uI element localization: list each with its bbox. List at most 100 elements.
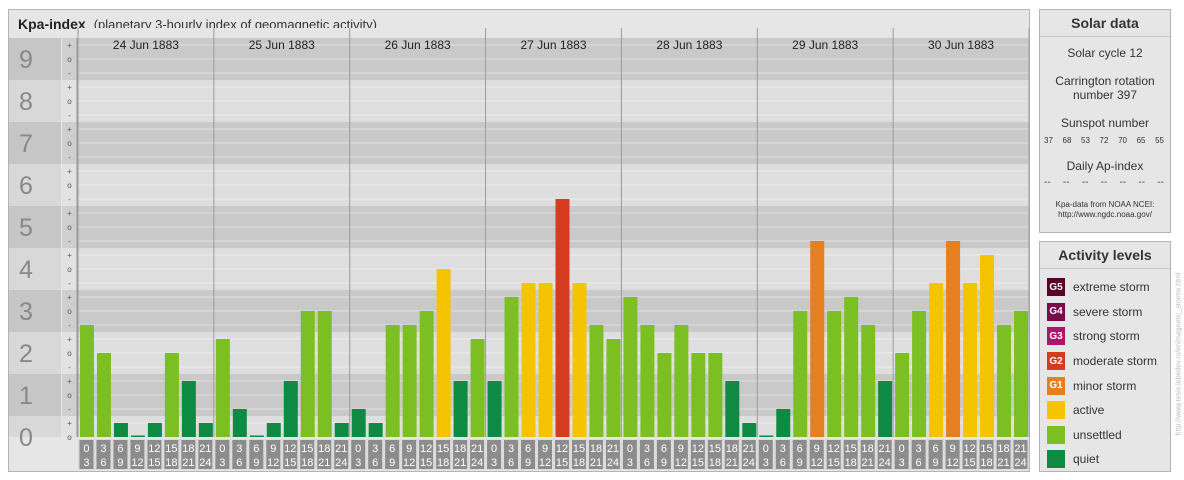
y-tick-label: 9 [19, 46, 33, 74]
kp-bar [572, 282, 587, 437]
interval-cell [96, 440, 111, 469]
chart-title-main: Kpa-index [18, 16, 86, 32]
interval-start-label: 0 [355, 443, 361, 455]
interval-cell [639, 440, 654, 469]
sunspot-value: 55 [1155, 136, 1164, 145]
interval-start-label: 0 [219, 443, 225, 455]
interval-end-label: 21 [182, 457, 194, 469]
interval-start-label: 6 [253, 443, 259, 455]
axis-band [9, 164, 61, 206]
interval-start-label: 9 [406, 443, 412, 455]
interval-cell [605, 440, 620, 469]
interval-end-label: 6 [780, 457, 786, 469]
legend-label: unsettled [1073, 427, 1122, 442]
interval-end-label: 9 [389, 457, 395, 469]
interval-cell [707, 440, 722, 469]
interval-cell [198, 440, 213, 469]
kp-bar [810, 240, 825, 437]
interval-cell [113, 440, 128, 469]
interval-cell [979, 440, 994, 469]
kp-bar [844, 297, 859, 437]
interval-start-label: 9 [814, 443, 820, 455]
data-source-line: Kpa-data from NOAA NCEI: [1055, 200, 1155, 209]
interval-cell [504, 440, 519, 469]
interval-cell [300, 440, 315, 469]
axis-band [9, 416, 61, 437]
interval-cell [758, 440, 773, 469]
kp-bar [164, 353, 179, 437]
day-header-bg [78, 28, 1029, 38]
interval-end-label: 24 [607, 457, 619, 469]
kp-bar [929, 282, 944, 437]
interval-end-label: 18 [165, 457, 177, 469]
sign-band [62, 164, 77, 206]
interval-cell [860, 440, 875, 469]
legend-label: quiet [1073, 452, 1100, 467]
interval-end-label: 12 [267, 457, 279, 469]
interval-start-label: 9 [678, 443, 684, 455]
interval-cell [843, 440, 858, 469]
interval-end-label: 9 [661, 457, 667, 469]
kp-bar [436, 269, 451, 437]
minor-tick-label: - [68, 363, 71, 372]
interval-start-label: 15 [301, 443, 313, 455]
interval-cell [792, 440, 807, 469]
kp-bar [130, 435, 145, 437]
minor-tick-label: + [67, 209, 72, 218]
interval-end-label: 21 [590, 457, 602, 469]
kp-bar [946, 240, 961, 437]
interval-start-label: 15 [165, 443, 177, 455]
interval-end-label: 6 [236, 457, 242, 469]
axis-band [9, 290, 61, 332]
data-source-url[interactable]: http://www.ngdc.noaa.gov/ [1058, 210, 1152, 219]
legend-label: minor storm [1073, 378, 1137, 393]
interval-end-label: 15 [828, 457, 840, 469]
sign-band [62, 248, 77, 290]
minor-tick-label: + [67, 83, 72, 92]
interval-end-label: 21 [318, 457, 330, 469]
interval-start-label: 15 [980, 443, 992, 455]
interval-cell [775, 440, 790, 469]
kp-bar [589, 324, 604, 437]
interval-end-label: 18 [845, 457, 857, 469]
interval-start-label: 6 [117, 443, 123, 455]
interval-cell [656, 440, 671, 469]
legend-label: strong storm [1073, 329, 1140, 344]
kp-bar [657, 353, 672, 437]
minor-tick-label: - [68, 69, 71, 78]
interval-start-label: 15 [709, 443, 721, 455]
minor-tick-label: o [67, 97, 72, 106]
minor-tick-label: - [68, 237, 71, 246]
interval-end-label: 21 [726, 457, 738, 469]
interval-cell [487, 440, 502, 469]
interval-end-label: 3 [219, 457, 225, 469]
interval-end-label: 15 [148, 457, 160, 469]
interval-cell [402, 440, 417, 469]
kp-bar [691, 353, 706, 437]
legend-item-moderate-storm: G2 moderate storm [1047, 349, 1170, 374]
kp-bar [521, 282, 536, 437]
carrington-rotation: Carrington rotation number 397 [1055, 74, 1155, 102]
interval-start-label: 6 [389, 443, 395, 455]
interval-end-label: 18 [709, 457, 721, 469]
kp-bar [708, 353, 723, 437]
sunspot-value: 53 [1081, 136, 1090, 145]
credit-watermark: http://www.tesis.lebedev.ru/en/magnetic_… [1174, 236, 1184, 472]
kp-bar [776, 408, 791, 437]
sign-band [62, 416, 77, 437]
kp-bar [555, 198, 570, 437]
interval-start-label: 3 [372, 443, 378, 455]
legend-swatch [1047, 450, 1065, 469]
legend-item-minor-storm: G1 minor storm [1047, 373, 1170, 398]
day-label: 28 Jun 1883 [656, 38, 722, 52]
interval-start-label: 12 [692, 443, 704, 455]
interval-end-label: 6 [372, 457, 378, 469]
kp-bar [385, 324, 400, 437]
legend-swatch: G3 [1047, 327, 1065, 346]
interval-start-label: 3 [100, 443, 106, 455]
kp-bar [266, 423, 281, 437]
axis-band [9, 248, 61, 290]
interval-start-label: 18 [590, 443, 602, 455]
kp-band [78, 206, 1029, 248]
interval-end-label: 15 [284, 457, 296, 469]
